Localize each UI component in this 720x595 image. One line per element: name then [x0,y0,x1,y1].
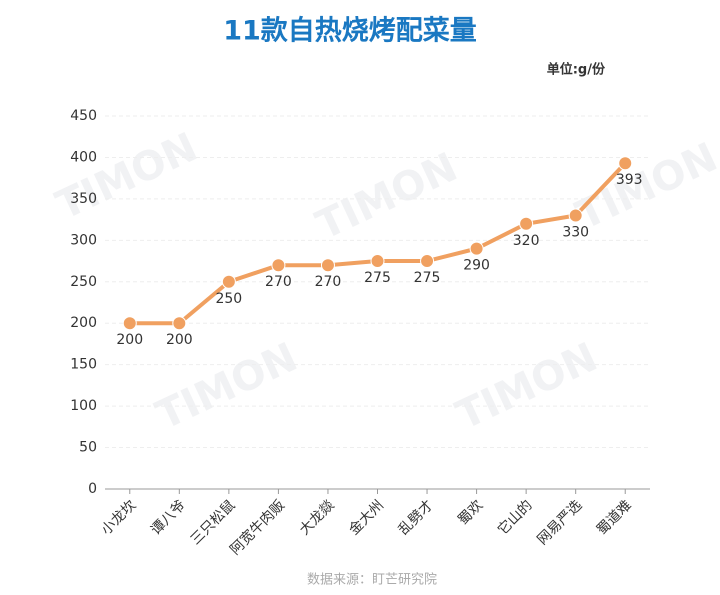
y-tick-label: 50 [79,440,97,456]
point [370,254,385,269]
point [320,258,335,273]
point [469,241,484,256]
y-tick-label: 100 [70,398,97,414]
watermark: TIMON [449,334,604,439]
point [618,156,633,171]
watermark: TIMON [569,134,720,239]
x-tick-label: 蜀道难 [594,497,635,538]
x-tick-label: 蜀欢 [455,497,486,528]
x-tick-label: 网易严选 [534,497,585,548]
x-tick-label: 它山的 [494,497,536,539]
watermark: TIMON [49,124,204,229]
x-tick-label: 金大州 [346,497,387,538]
value-label: 200 [116,332,143,348]
value-label: 250 [215,291,242,307]
point [271,258,286,273]
value-label: 393 [616,172,643,188]
value-label: 270 [315,274,342,290]
value-label: 275 [414,270,441,286]
y-tick-label: 0 [88,481,97,497]
point [519,216,534,231]
source: 数据来源：盯芒研究院 [307,572,437,588]
y-tick-label: 200 [70,315,97,331]
point [172,316,187,331]
y-tick-label: 400 [70,149,97,165]
chart-title: 11款自热烧烤配菜量 [223,15,477,47]
y-tick-label: 300 [70,232,97,248]
x-tick-label: 小龙坎 [98,497,139,538]
x-tick-label: 三只松鼠 [188,497,239,548]
value-label: 270 [265,274,292,290]
y-tick-label: 450 [70,108,97,124]
point [420,254,435,269]
value-label: 330 [562,224,589,240]
point [568,208,583,223]
value-label: 290 [463,258,490,274]
x-tick-label: 乱劈才 [395,497,437,539]
x-tick-label: 谭八爷 [148,497,189,538]
watermark: TIMON [309,144,464,249]
value-label: 275 [364,270,391,286]
x-tick-label: 阿宽牛肉贩 [227,497,289,559]
watermark: TIMON [149,334,304,439]
value-label: 200 [166,332,193,348]
y-tick-label: 250 [70,274,97,290]
unit-label: 单位:g/份 [547,62,606,78]
x-tick-label: 大龙燚 [297,497,338,538]
y-tick-label: 350 [70,191,97,207]
y-tick-label: 150 [70,357,97,373]
point [221,274,236,289]
point [122,316,137,331]
value-label: 320 [513,233,540,249]
